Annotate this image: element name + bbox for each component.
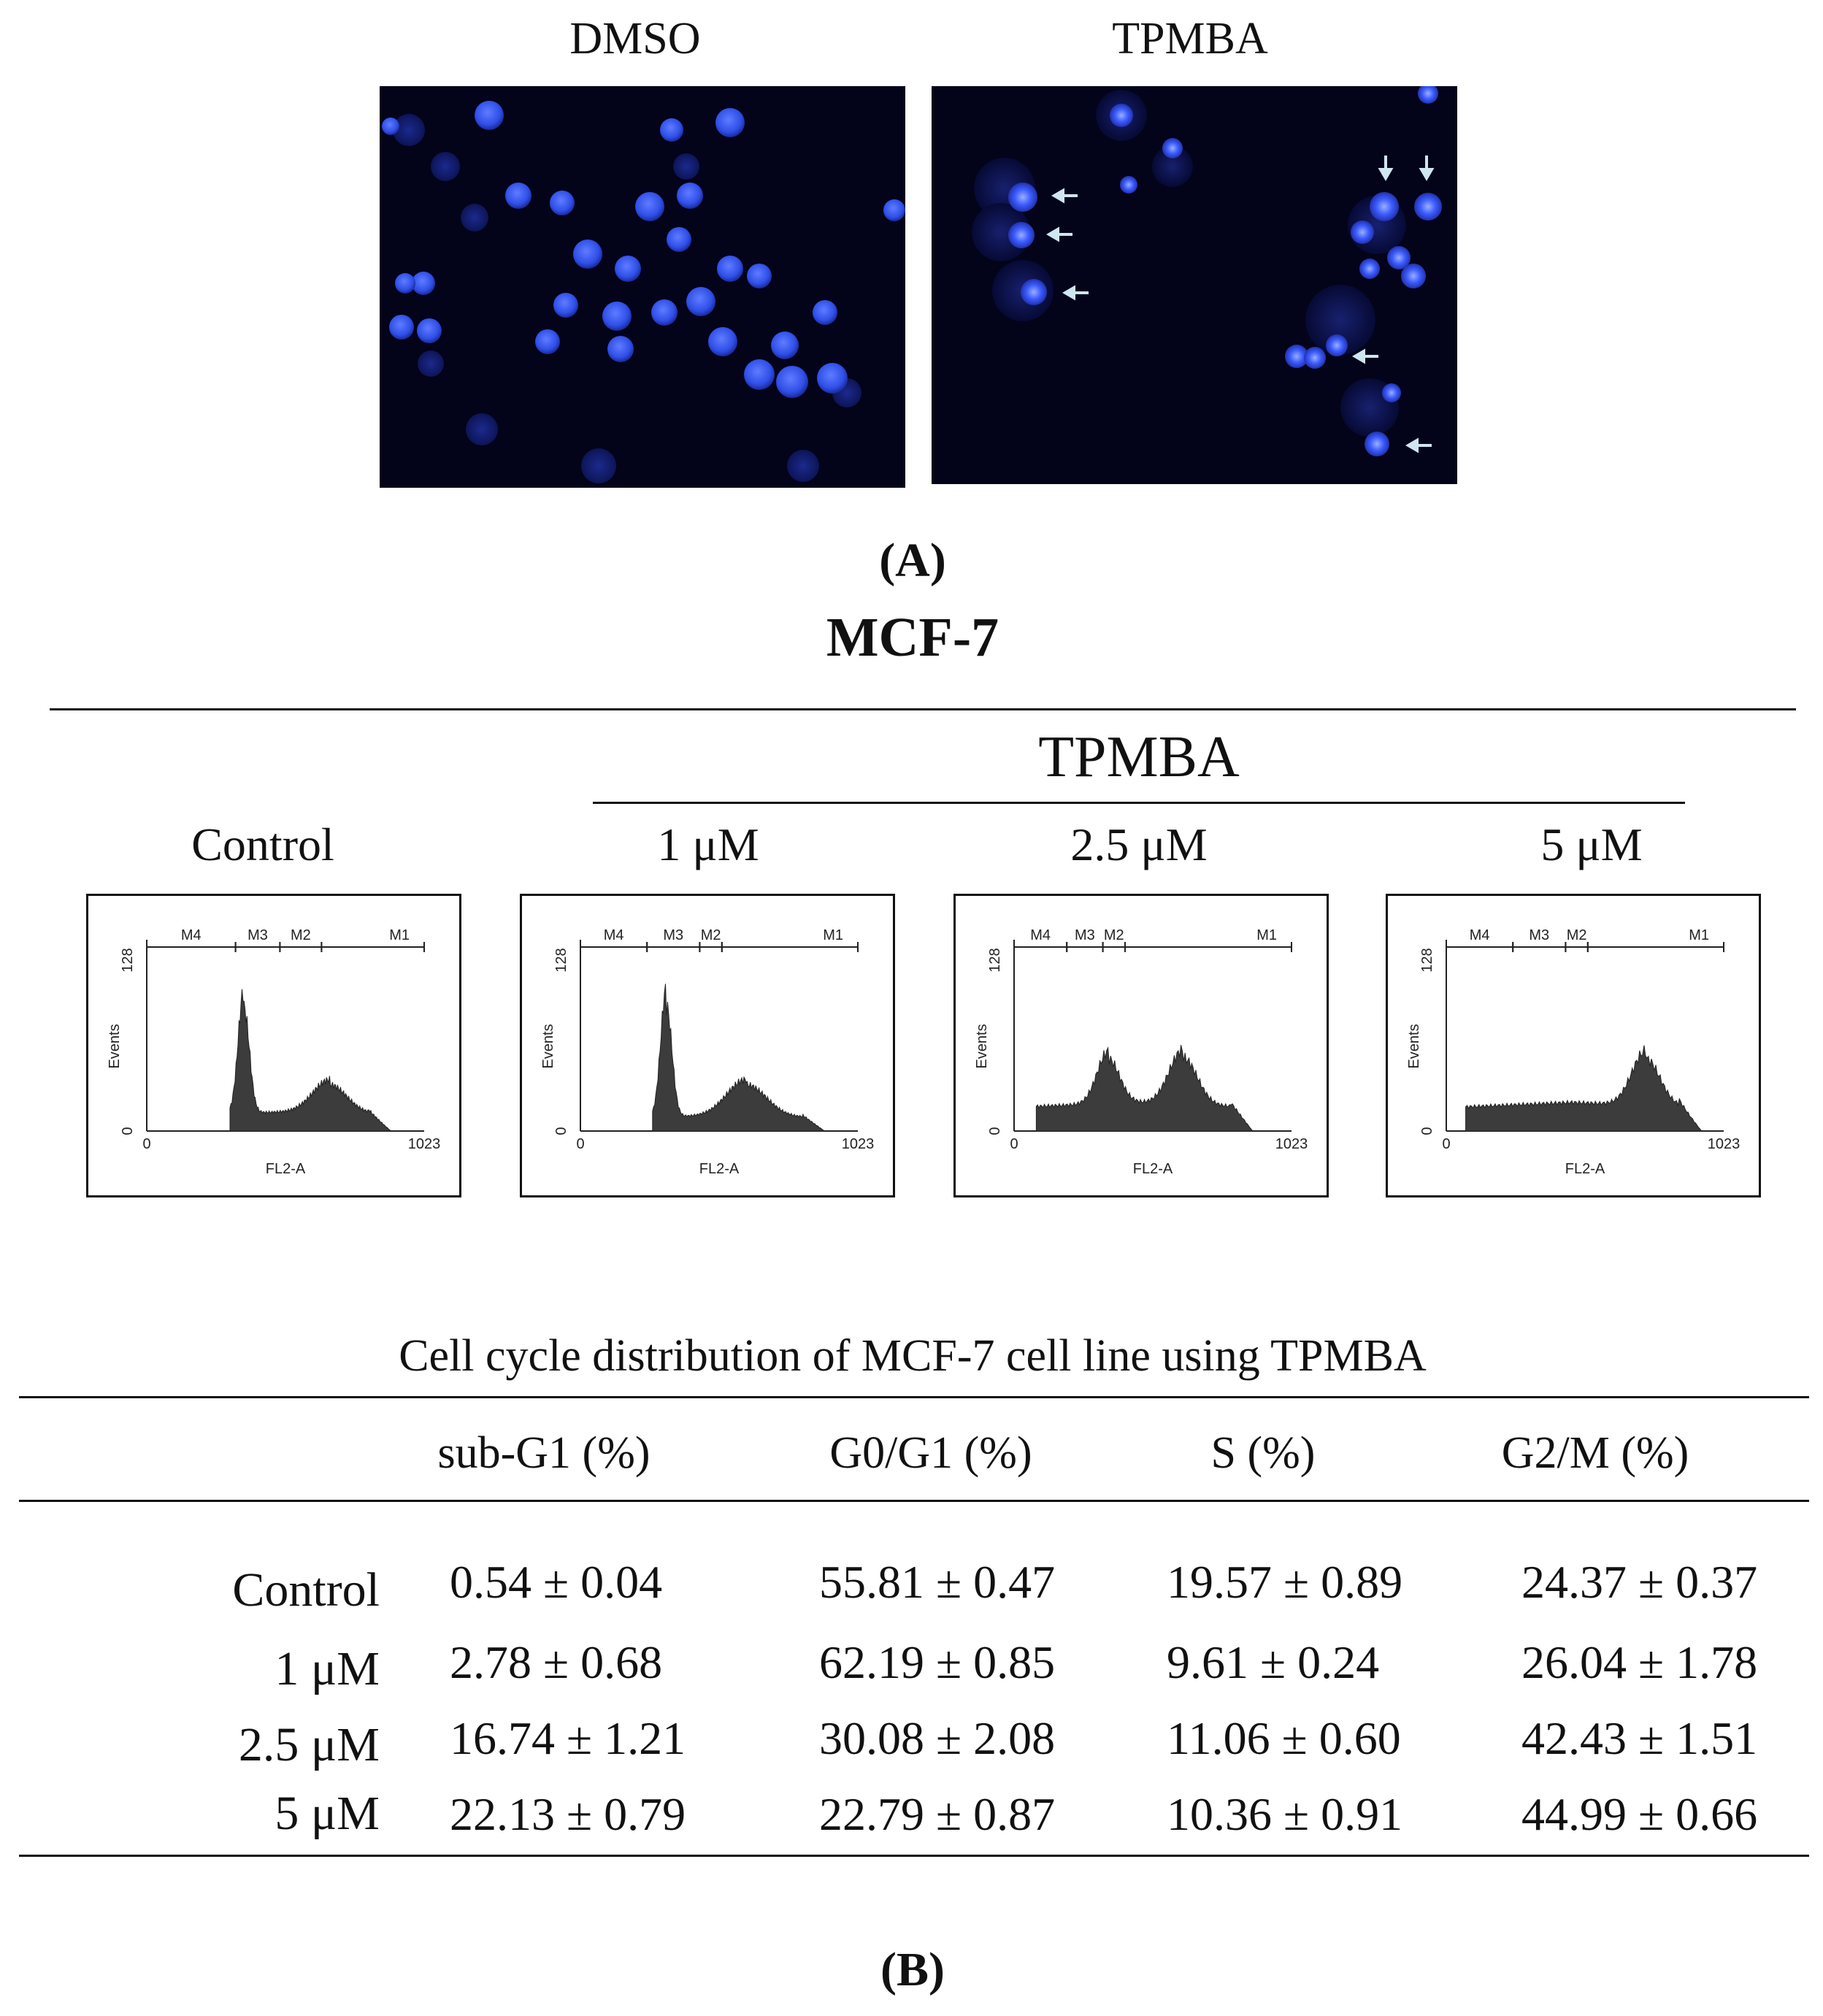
histogram-area xyxy=(1035,1045,1254,1132)
y-max-tick: 128 xyxy=(1419,948,1435,972)
histogram-5um: M4 M3 M2 M1 128 0 Events 0 1023 FL2-A xyxy=(1386,894,1761,1197)
x-max-tick: 1023 xyxy=(1708,1136,1741,1152)
y-axis-label: Events xyxy=(540,1024,556,1068)
x-axis-label: FL2-A xyxy=(266,1161,306,1177)
row-label: 2.5 μM xyxy=(238,1718,380,1771)
tpmba-micrograph-image xyxy=(972,86,1442,456)
histogram-area xyxy=(1465,1045,1703,1132)
panel-a-label: (A) xyxy=(879,534,946,587)
table-cell: 9.61 ± 0.24 xyxy=(1167,1636,1380,1688)
marker-label: M4 xyxy=(604,927,624,943)
column-header-g0-g1: G0/G1 (%) xyxy=(829,1428,1032,1478)
row-label: 1 μM xyxy=(275,1642,380,1695)
marker-label: M1 xyxy=(389,927,410,943)
table-top-rule xyxy=(19,1396,1809,1398)
marker-label: M1 xyxy=(823,927,843,943)
histogram-2-5um: M4 M3 M2 M1 128 0 Events 0 1023 FL2-A xyxy=(953,894,1329,1197)
x-axis-label: FL2-A xyxy=(1565,1161,1605,1177)
tpmba-micrograph xyxy=(932,86,1457,484)
table-cell: 30.08 ± 2.08 xyxy=(819,1712,1056,1764)
x-max-tick: 1023 xyxy=(842,1136,875,1152)
y-min-tick: 0 xyxy=(987,1127,1003,1135)
x-min-tick: 0 xyxy=(142,1136,150,1152)
y-max-tick: 128 xyxy=(553,948,569,972)
marker-label: M1 xyxy=(1256,927,1277,943)
histogram-plot: M4 M3 M2 M1 128 0 Events 0 1023 FL2-A xyxy=(974,927,1308,1177)
marker-label: M2 xyxy=(1104,927,1124,943)
row-label: Control xyxy=(232,1563,380,1617)
marker-label: M4 xyxy=(1030,927,1051,943)
table-title: Cell cycle distribution of MCF-7 cell li… xyxy=(399,1331,1427,1381)
x-min-tick: 0 xyxy=(1010,1136,1018,1152)
histogram-label-2-5um: 2.5 μM xyxy=(1070,819,1208,870)
y-max-tick: 128 xyxy=(120,948,136,972)
histogram-plot: M4 M3 M2 M1 128 0 Events 0 1023 FL2-A xyxy=(107,927,441,1177)
column-header-s: S (%) xyxy=(1210,1428,1316,1478)
tpmba-image-title: TPMBA xyxy=(1112,14,1268,64)
y-min-tick: 0 xyxy=(553,1127,569,1135)
treatment-header: TPMBA xyxy=(1038,725,1240,789)
marker-label: M3 xyxy=(663,927,683,943)
x-axis-label: FL2-A xyxy=(1133,1161,1173,1177)
column-header-g2-m: G2/M (%) xyxy=(1501,1428,1689,1478)
marker-label: M3 xyxy=(1075,927,1095,943)
treatment-underline xyxy=(593,802,1685,804)
table-cell: 62.19 ± 0.85 xyxy=(819,1636,1056,1688)
dmso-micrograph-image xyxy=(382,101,905,483)
table-cell: 24.37 ± 0.37 xyxy=(1521,1556,1758,1608)
marker-label: M3 xyxy=(247,927,268,943)
histogram-plot: M4 M3 M2 M1 128 0 Events 0 1023 FL2-A xyxy=(540,927,875,1177)
histogram-1um: M4 M3 M2 M1 128 0 Events 0 1023 FL2-A xyxy=(520,894,895,1197)
table-cell: 42.43 ± 1.51 xyxy=(1521,1712,1758,1764)
table-cell: 44.99 ± 0.66 xyxy=(1521,1788,1758,1840)
x-min-tick: 0 xyxy=(576,1136,584,1152)
table-cell: 16.74 ± 1.21 xyxy=(450,1712,686,1764)
histogram-area xyxy=(229,989,392,1132)
marker-label: M2 xyxy=(1567,927,1587,943)
table-cell: 10.36 ± 0.91 xyxy=(1167,1788,1403,1840)
table-cell: 55.81 ± 0.47 xyxy=(819,1556,1056,1608)
histogram-label-control: Control xyxy=(191,819,334,870)
marker-label: M4 xyxy=(181,927,202,943)
row-label: 5 μM xyxy=(275,1787,380,1840)
table-cell: 26.04 ± 1.78 xyxy=(1521,1636,1758,1688)
cell-line-title: MCF-7 xyxy=(826,607,999,668)
table-cell: 2.78 ± 0.68 xyxy=(450,1636,663,1688)
marker-label: M4 xyxy=(1470,927,1490,943)
histogram-plot: M4 M3 M2 M1 128 0 Events 0 1023 FL2-A xyxy=(1406,927,1741,1177)
table-cell: 22.13 ± 0.79 xyxy=(450,1788,686,1840)
dmso-title: DMSO xyxy=(569,14,701,64)
dmso-micrograph xyxy=(380,86,905,488)
x-max-tick: 1023 xyxy=(1275,1136,1308,1152)
top-divider xyxy=(50,708,1796,710)
marker-label: M2 xyxy=(291,927,311,943)
y-axis-label: Events xyxy=(1406,1024,1422,1068)
panel-b-label: (B) xyxy=(880,1943,945,1996)
column-header-sub-g1: sub-G1 (%) xyxy=(437,1428,650,1478)
table-cell: 19.57 ± 0.89 xyxy=(1167,1556,1403,1608)
x-max-tick: 1023 xyxy=(408,1136,441,1152)
table-bottom-rule xyxy=(19,1855,1809,1857)
histogram-area xyxy=(652,984,826,1132)
table-cell: 22.79 ± 0.87 xyxy=(819,1788,1056,1840)
table-cell: 0.54 ± 0.04 xyxy=(450,1556,663,1608)
x-min-tick: 0 xyxy=(1442,1136,1450,1152)
marker-label: M3 xyxy=(1529,927,1549,943)
y-min-tick: 0 xyxy=(1419,1127,1435,1135)
table-cell: 11.06 ± 0.60 xyxy=(1167,1712,1401,1764)
x-axis-label: FL2-A xyxy=(699,1161,740,1177)
y-axis-label: Events xyxy=(974,1024,990,1068)
histogram-control: M4 M3 M2 M1 128 0 Events 0 1023 FL2-A xyxy=(86,894,461,1197)
marker-label: M2 xyxy=(701,927,721,943)
histogram-label-1um: 1 μM xyxy=(657,819,759,870)
table-header-rule xyxy=(19,1500,1809,1502)
y-min-tick: 0 xyxy=(120,1127,136,1135)
y-max-tick: 128 xyxy=(987,948,1003,972)
histogram-label-5um: 5 μM xyxy=(1540,819,1643,870)
marker-label: M1 xyxy=(1689,927,1709,943)
y-axis-label: Events xyxy=(107,1024,123,1068)
